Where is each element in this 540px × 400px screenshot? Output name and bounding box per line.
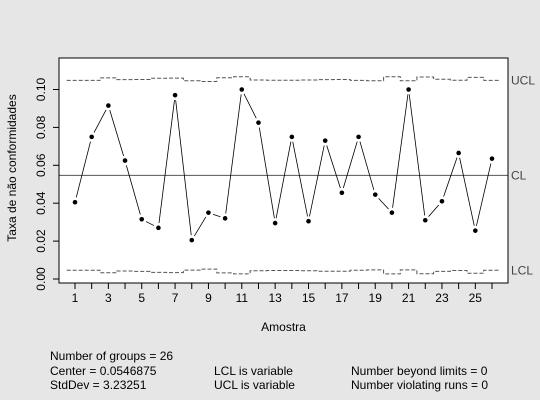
lcl-label: LCL (511, 263, 533, 277)
axes: 1 3 5 7 9 11 13 15 17 19 21 23 250.000.020.040.060.0… (34, 77, 493, 305)
data-point (189, 237, 195, 243)
ucl-line (66, 76, 501, 82)
y-tick-label: 0.08 (34, 115, 48, 139)
x-tick-label: 7 (172, 291, 179, 305)
x-tick-label: 21 (402, 291, 416, 305)
data-point (89, 134, 94, 140)
data-point (239, 87, 245, 92)
x-tick-label: 19 (369, 291, 383, 305)
data-point (156, 225, 161, 231)
data-point (406, 87, 411, 92)
stats-violating-runs: Number violating runs = 0 (351, 378, 489, 392)
data-point (222, 216, 228, 221)
y-tick-label: 0.10 (34, 77, 48, 101)
data-point (356, 134, 361, 140)
x-tick-label: 23 (435, 291, 449, 305)
y-tick-label: 0.00 (34, 267, 48, 291)
data-point (256, 120, 261, 125)
data-point (272, 220, 278, 226)
data-point (439, 199, 445, 204)
stats-groups: Number of groups = 26 (50, 349, 174, 363)
data-point (106, 103, 111, 108)
y-tick-label: 0.04 (34, 191, 48, 215)
data-point (489, 156, 495, 161)
stats-stddev: StdDev = 3.23251 (50, 378, 147, 392)
data-point (289, 134, 295, 140)
data-point (473, 228, 478, 233)
x-tick-label: 1 (72, 291, 79, 305)
y-tick-label: 0.02 (34, 229, 48, 253)
stats-ucl-note: UCL is variable (214, 378, 295, 392)
control-limits: UCL CL LCL (59, 73, 535, 277)
stats-center: Center = 0.0546875 (50, 364, 157, 378)
plot-area (59, 58, 508, 283)
data-point (139, 217, 145, 222)
x-tick-label: 25 (469, 291, 483, 305)
data-series (70, 84, 497, 246)
y-tick-label: 0.06 (34, 153, 48, 177)
data-point (322, 138, 328, 143)
stats-beyond-limits: Number beyond limits = 0 (351, 364, 488, 378)
data-point (122, 158, 128, 163)
stats-lcl-note: LCL is variable (214, 364, 293, 378)
data-point (456, 150, 461, 156)
cl-label: CL (511, 168, 527, 182)
lcl-line (66, 268, 501, 275)
data-point (172, 92, 178, 98)
data-point (372, 192, 378, 197)
x-tick-label: 13 (268, 291, 282, 305)
x-axis-label: Amostra (261, 320, 306, 334)
data-point (72, 199, 78, 205)
x-tick-label: 17 (335, 291, 349, 305)
data-point (306, 218, 311, 224)
y-axis-label: Taxa de não conformidades (5, 94, 19, 241)
plot-frame (58, 57, 509, 284)
data-point (339, 190, 345, 196)
data-point (422, 217, 428, 223)
x-tick-label: 9 (205, 291, 212, 305)
data-point (206, 210, 211, 215)
x-tick-label: 3 (105, 291, 112, 305)
ucl-label: UCL (511, 73, 535, 87)
x-tick-label: 5 (138, 291, 145, 305)
data-point (389, 210, 395, 215)
x-tick-label: 11 (236, 291, 249, 305)
x-tick-label: 15 (302, 291, 316, 305)
